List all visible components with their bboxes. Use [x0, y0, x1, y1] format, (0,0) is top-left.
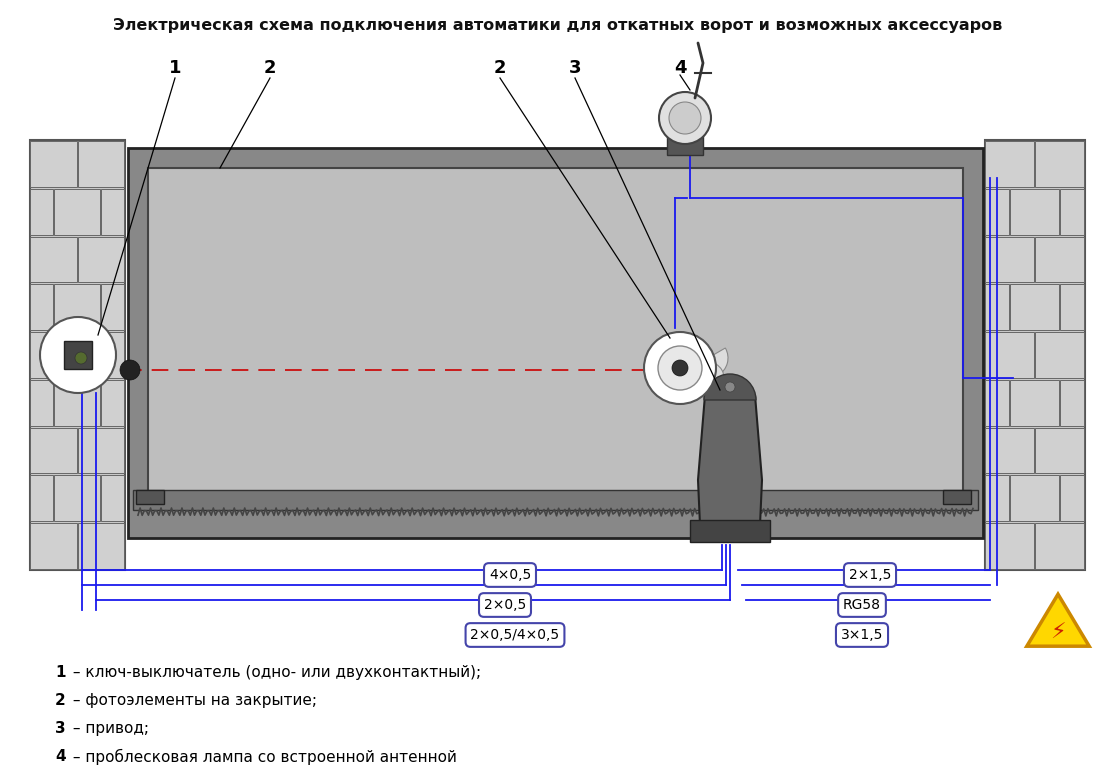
Bar	[1010, 476, 1059, 521]
Bar	[1010, 189, 1059, 234]
Bar	[1035, 523, 1084, 569]
Bar	[985, 332, 1035, 378]
Text: 1: 1	[169, 59, 181, 77]
Bar	[30, 476, 52, 521]
Bar	[128, 148, 983, 538]
Polygon shape	[698, 395, 762, 525]
Text: 4×0,5: 4×0,5	[489, 568, 531, 582]
Text: 2: 2	[493, 59, 507, 77]
Bar	[943, 490, 971, 504]
Text: 2: 2	[263, 59, 277, 77]
Bar	[77, 141, 124, 187]
Text: 2×1,5: 2×1,5	[849, 568, 892, 582]
Bar	[1035, 237, 1084, 283]
Bar	[985, 476, 1009, 521]
Bar	[1035, 332, 1084, 378]
Bar	[1060, 380, 1084, 426]
Bar	[148, 168, 963, 498]
Bar	[77, 332, 124, 378]
Wedge shape	[708, 364, 724, 392]
Bar	[1060, 284, 1084, 330]
Bar	[1060, 476, 1084, 521]
Text: – фотоэлементы на закрытие;: – фотоэлементы на закрытие;	[68, 693, 317, 708]
Bar	[77, 237, 124, 283]
Bar	[54, 380, 100, 426]
Bar	[985, 237, 1035, 283]
Bar	[30, 140, 125, 570]
Bar	[30, 428, 77, 473]
Bar	[1060, 189, 1084, 234]
Bar	[54, 476, 100, 521]
Text: Электрическая схема подключения автоматики для откатных ворот и возможных аксесс: Электрическая схема подключения автомати…	[114, 18, 1002, 33]
Circle shape	[660, 92, 711, 144]
Bar	[30, 523, 77, 569]
Text: 3: 3	[55, 721, 66, 736]
Bar	[1035, 141, 1084, 187]
Bar	[102, 380, 124, 426]
Text: 1: 1	[55, 665, 66, 680]
Bar	[1010, 284, 1059, 330]
Bar	[985, 523, 1035, 569]
Text: – привод;: – привод;	[68, 721, 150, 736]
Bar	[77, 523, 124, 569]
Bar	[985, 380, 1009, 426]
Bar	[985, 189, 1009, 234]
Text: 4: 4	[674, 59, 686, 77]
Bar	[985, 140, 1085, 570]
Bar	[985, 428, 1035, 473]
Bar	[30, 189, 52, 234]
Circle shape	[75, 352, 87, 364]
Bar	[54, 284, 100, 330]
Bar	[30, 332, 77, 378]
Bar	[30, 237, 77, 283]
Bar	[30, 141, 77, 187]
Text: 2×0,5: 2×0,5	[484, 598, 526, 612]
Text: 2: 2	[55, 693, 66, 708]
Text: 3×1,5: 3×1,5	[840, 628, 883, 642]
Bar	[667, 133, 703, 155]
Bar	[102, 476, 124, 521]
Bar	[30, 380, 52, 426]
Bar	[54, 189, 100, 234]
Text: – проблесковая лампа со встроенной антенной: – проблесковая лампа со встроенной антен…	[68, 749, 456, 765]
Text: – ключ-выключатель (одно- или двухконтактный);: – ключ-выключатель (одно- или двухконтак…	[68, 665, 481, 680]
Wedge shape	[708, 348, 728, 376]
Text: RG58: RG58	[843, 598, 881, 612]
Circle shape	[668, 102, 701, 134]
Text: 3: 3	[569, 59, 581, 77]
Bar	[690, 520, 770, 542]
Bar	[133, 490, 978, 510]
Bar	[985, 284, 1009, 330]
Bar	[985, 141, 1035, 187]
Wedge shape	[704, 374, 756, 400]
Bar	[102, 189, 124, 234]
Text: 4: 4	[55, 749, 66, 764]
Bar	[136, 490, 164, 504]
Circle shape	[40, 317, 116, 393]
Text: 2×0,5/4×0,5: 2×0,5/4×0,5	[471, 628, 559, 642]
Circle shape	[725, 382, 735, 392]
Polygon shape	[1027, 594, 1089, 646]
Bar	[1035, 428, 1084, 473]
Circle shape	[658, 346, 702, 390]
Circle shape	[121, 360, 140, 380]
Bar	[77, 428, 124, 473]
Bar	[30, 284, 52, 330]
Bar	[64, 341, 92, 369]
Bar	[102, 284, 124, 330]
Bar	[1010, 380, 1059, 426]
Circle shape	[672, 360, 687, 376]
Text: ⚡: ⚡	[1050, 623, 1066, 643]
Circle shape	[644, 332, 716, 404]
